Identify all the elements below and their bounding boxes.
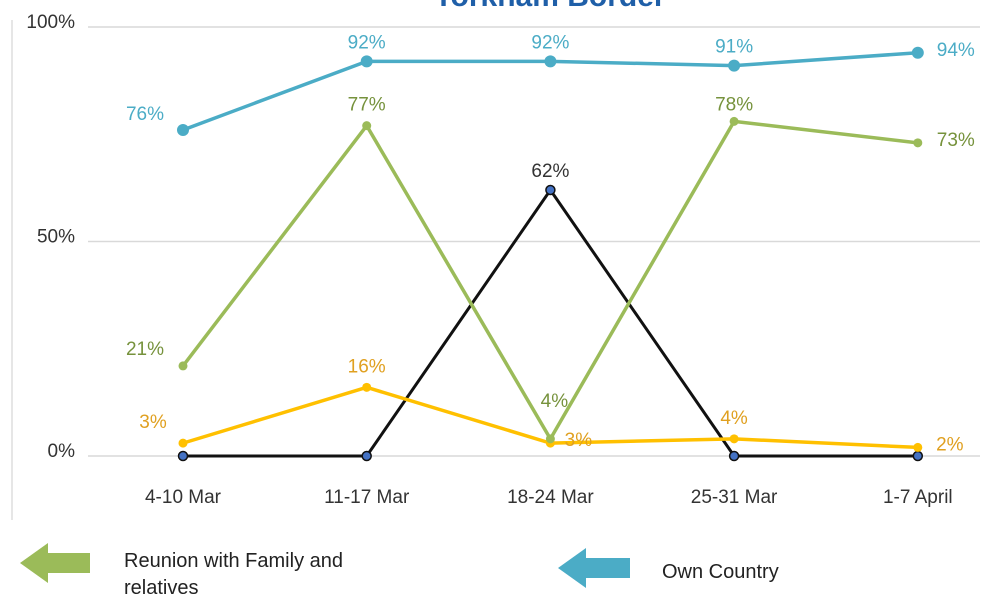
data-point: [178, 438, 188, 448]
x-tick-label: 25-31 Mar: [691, 487, 778, 508]
data-label: 92%: [531, 32, 569, 53]
data-point: [912, 450, 924, 462]
data-point: [729, 116, 739, 126]
data-point: [544, 55, 557, 68]
data-point: [913, 138, 923, 148]
data-label: 77%: [348, 95, 386, 116]
x-tick-label: 4-10 Mar: [145, 487, 222, 508]
legend-label: Own Country: [662, 561, 779, 583]
x-tick-label: 1-7 April: [883, 487, 953, 508]
data-point: [545, 184, 556, 196]
data-label: 21%: [126, 339, 164, 360]
data-point: [178, 361, 188, 371]
x-tick-label: 18-24 Mar: [507, 487, 594, 508]
data-label: 3%: [565, 430, 593, 451]
y-tick-label: 0%: [48, 441, 76, 462]
data-label: 73%: [937, 130, 975, 151]
legend-arrow: [558, 548, 630, 588]
y-tick-label: 50%: [37, 227, 75, 248]
data-point: [362, 382, 372, 392]
data-point: [361, 450, 372, 462]
chart-title: Torkham Border: [434, 0, 665, 13]
data-label: 91%: [715, 37, 753, 58]
data-label: 4%: [720, 408, 748, 429]
data-label: 16%: [348, 356, 386, 377]
series-line: [183, 187, 918, 458]
plot-area: 0% 50% 100% 4-10 Mar 11-17 Mar 18-24 Mar 25-31…: [26, 12, 980, 508]
data-point: [362, 121, 372, 131]
data-point: [177, 123, 189, 136]
data-label: 76%: [126, 104, 164, 125]
data-point: [177, 450, 189, 462]
x-tick-label: 11-17 Mar: [324, 487, 410, 508]
data-point: [360, 55, 373, 68]
data-point: [545, 434, 555, 444]
data-label: 62%: [531, 161, 569, 182]
data-label: 92%: [348, 32, 386, 53]
y-tick-label: 100%: [26, 12, 75, 33]
data-point: [728, 59, 741, 72]
legend-arrow: [20, 543, 90, 583]
data-label: 2%: [936, 434, 964, 455]
data-point: [913, 442, 923, 452]
data-label: 78%: [715, 94, 753, 115]
data-point: [729, 434, 739, 444]
data-label: 4%: [541, 391, 569, 412]
legend-label: Reunion with Family and relatives: [124, 550, 343, 599]
data-label: 94%: [937, 40, 975, 61]
data-point: [911, 46, 924, 59]
data-point: [728, 450, 740, 462]
data-label: 3%: [139, 412, 167, 433]
